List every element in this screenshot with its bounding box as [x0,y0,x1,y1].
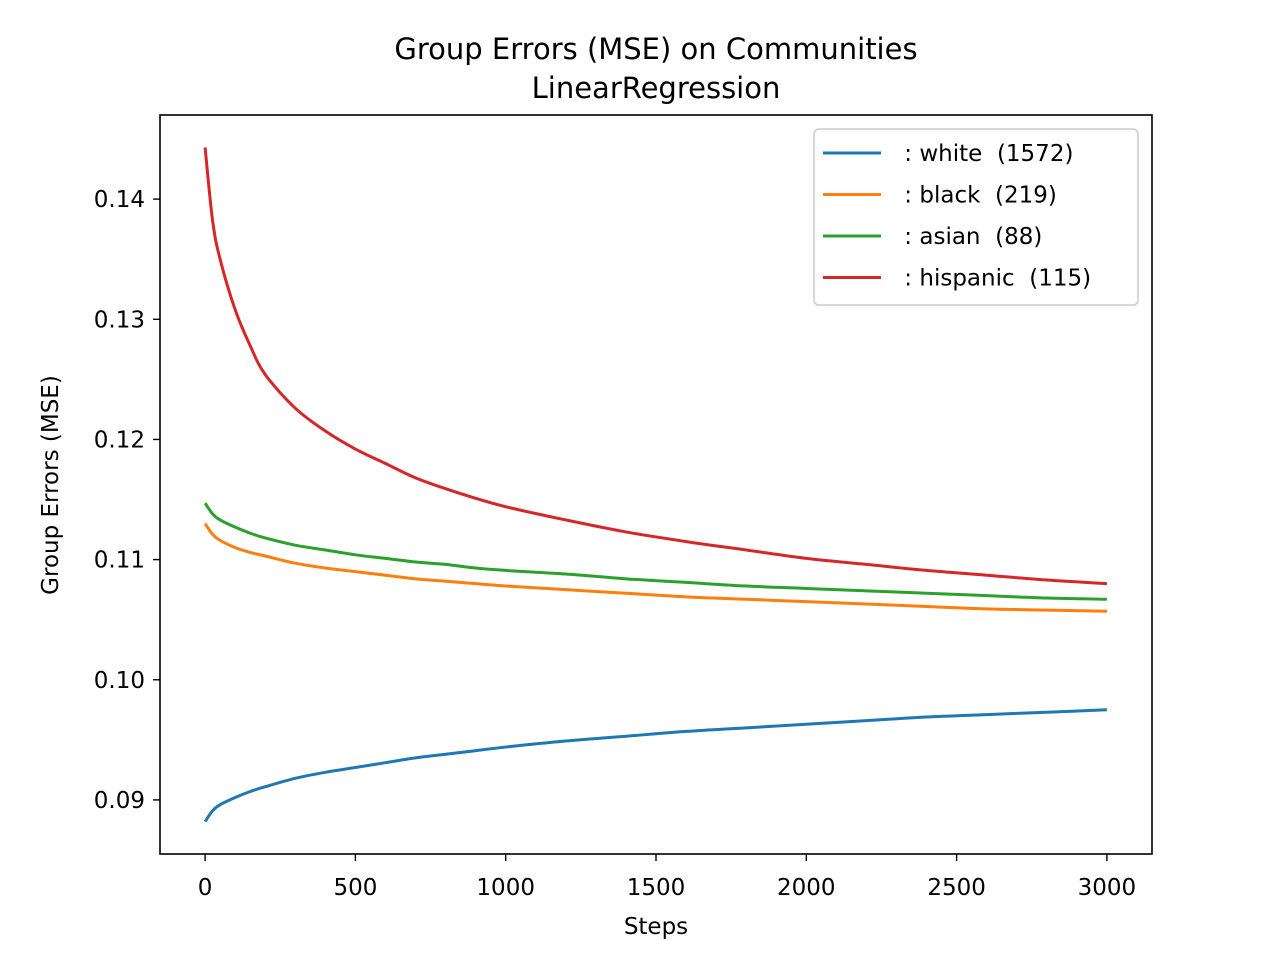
x-tick-label: 3000 [1078,875,1137,901]
legend-label-black: : black (219) [897,183,1057,209]
legend: : white (1572) : black (219) : asian (88… [814,129,1138,305]
y-tick-label: 0.10 [94,668,145,694]
legend-label-hispanic: : hispanic (115) [897,266,1091,292]
chart-subtitle: LinearRegression [532,71,781,105]
y-tick-label: 0.12 [94,427,145,453]
y-tick-label: 0.14 [94,187,145,213]
x-tick-label: 1000 [476,875,535,901]
y-tick-label: 0.13 [94,307,145,333]
chart-title: Group Errors (MSE) on Communities [394,32,917,66]
y-tick-label: 0.09 [94,788,145,814]
x-tick-label: 0 [198,875,213,901]
x-tick-label: 500 [333,875,377,901]
x-tick-label: 1500 [627,875,686,901]
y-axis-label: Group Errors (MSE) [38,375,64,595]
y-tick-label: 0.11 [94,548,145,574]
x-axis-label: Steps [624,914,688,940]
x-tick-label: 2500 [927,875,986,901]
legend-label-white: : white (1572) [897,141,1073,167]
x-tick-label: 2000 [777,875,836,901]
legend-label-asian: : asian (88) [897,224,1042,250]
